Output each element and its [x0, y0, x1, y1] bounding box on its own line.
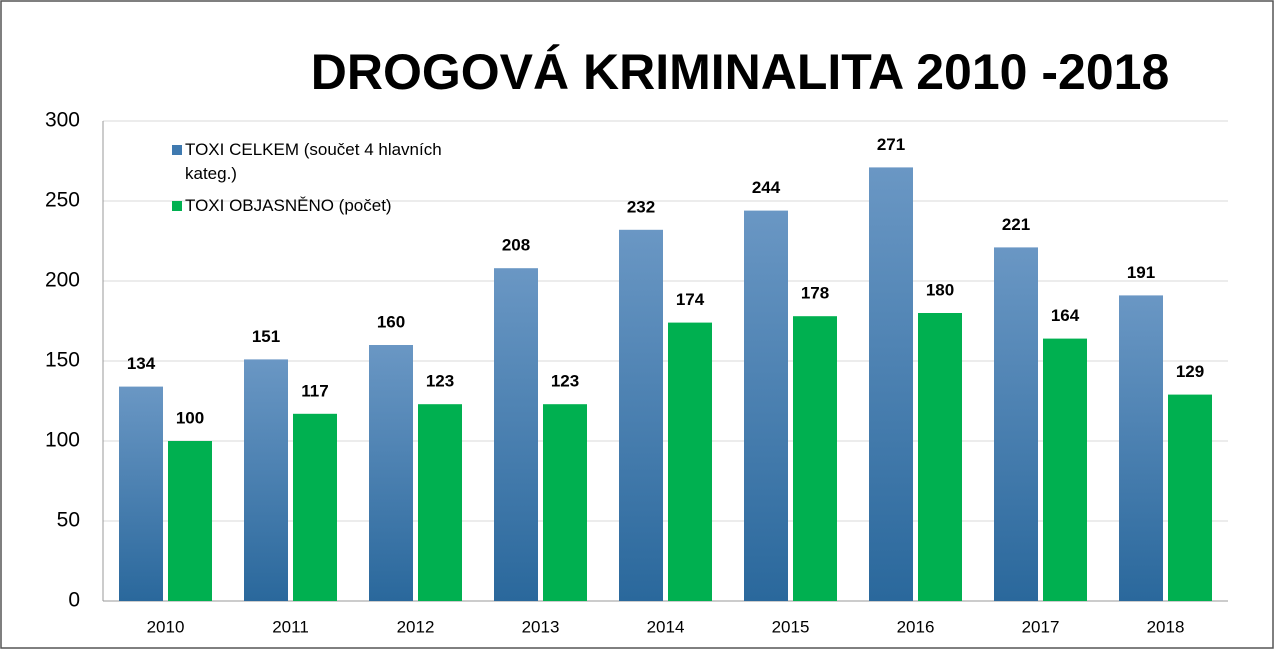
bar [619, 229, 663, 602]
value-label: 174 [676, 290, 705, 309]
legend-swatch [172, 201, 182, 211]
x-tick-label: 2014 [647, 617, 685, 636]
legend-label: TOXI CELKEM (součet 4 hlavních kateg.) [185, 140, 442, 183]
bar [119, 386, 163, 601]
value-label: 117 [301, 381, 328, 400]
x-tick-label: 2016 [897, 617, 935, 636]
value-label: 232 [627, 197, 655, 216]
y-tick-label: 50 [57, 509, 80, 532]
bar [168, 441, 212, 601]
value-label: 129 [1176, 362, 1204, 381]
value-label: 123 [426, 372, 454, 391]
x-tick-label: 2018 [1147, 617, 1185, 636]
value-label: 208 [502, 236, 530, 255]
x-tick-label: 2011 [272, 617, 309, 636]
bar [668, 322, 712, 601]
bar [418, 404, 462, 601]
bar [1119, 295, 1163, 601]
y-tick-label: 150 [45, 349, 80, 372]
value-label: 180 [926, 280, 954, 299]
bar [744, 210, 788, 601]
bar [244, 359, 288, 601]
value-label: 160 [377, 312, 405, 331]
legend-label: TOXI OBJASNĚNO (počet) [185, 196, 392, 215]
bar [918, 313, 962, 601]
value-label: 244 [752, 178, 781, 197]
x-tick-label: 2015 [772, 617, 810, 636]
chart-title: DROGOVÁ KRIMINALITA 2010 -2018 [311, 44, 1170, 100]
y-tick-label: 300 [45, 109, 80, 132]
legend-swatch [172, 145, 182, 155]
value-label: 178 [801, 284, 829, 303]
bar [369, 345, 413, 601]
value-label: 164 [1051, 306, 1080, 325]
y-tick-label: 100 [45, 429, 80, 452]
bar [1168, 394, 1212, 601]
bar [543, 404, 587, 601]
x-tick-label: 2013 [522, 617, 560, 636]
value-label: 134 [127, 354, 156, 373]
value-label: 191 [1127, 263, 1155, 282]
legend: TOXI CELKEM (součet 4 hlavních kateg.) TO… [172, 138, 462, 226]
y-tick-label: 200 [45, 269, 80, 292]
bar [293, 413, 337, 601]
bar [1043, 338, 1087, 601]
value-label: 123 [551, 372, 579, 391]
x-tick-label: 2010 [147, 617, 185, 636]
value-label: 271 [877, 135, 905, 154]
legend-item: TOXI CELKEM (součet 4 hlavních kateg.) [172, 138, 462, 186]
bar [494, 268, 538, 601]
value-label: 100 [176, 408, 204, 427]
bar [869, 167, 913, 601]
value-label: 151 [252, 327, 280, 346]
y-tick-label: 0 [68, 589, 80, 612]
value-label: 221 [1002, 215, 1030, 234]
x-tick-label: 2017 [1022, 617, 1060, 636]
bar [793, 316, 837, 601]
y-tick-label: 250 [45, 189, 80, 212]
bar [994, 247, 1038, 601]
x-tick-label: 2012 [397, 617, 435, 636]
legend-item: TOXI OBJASNĚNO (počet) [172, 194, 462, 218]
